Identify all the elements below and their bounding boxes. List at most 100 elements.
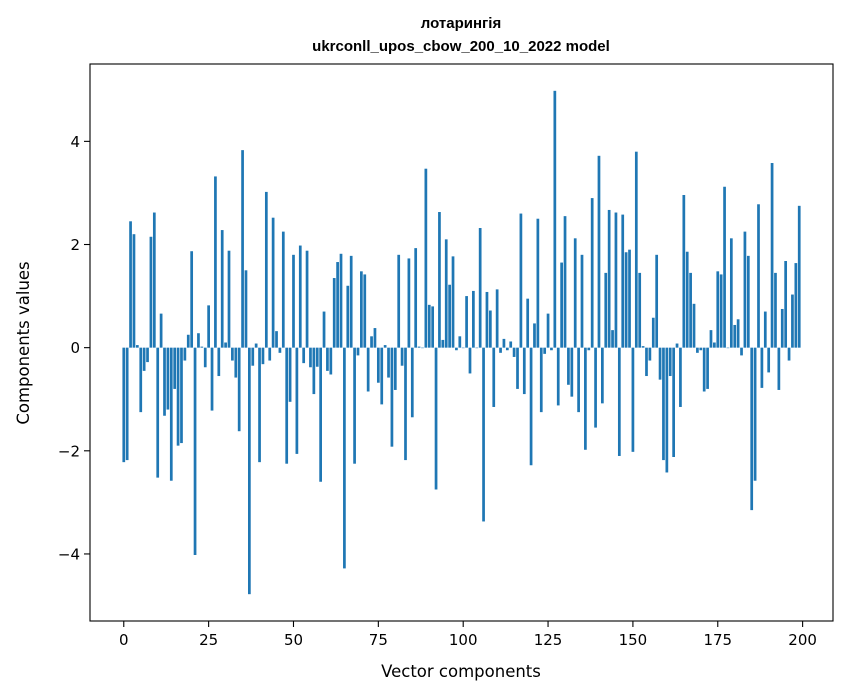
bar-73 — [370, 336, 373, 348]
bar-113 — [505, 347, 509, 351]
bar-13 — [166, 347, 170, 410]
y-axis-label: Components values — [14, 261, 33, 424]
y-tick-label: −4 — [58, 545, 80, 563]
bar-18 — [183, 347, 187, 361]
bar-94 — [441, 339, 445, 348]
bar-105 — [478, 228, 482, 348]
bar-59 — [322, 311, 326, 348]
bar-164 — [679, 347, 682, 407]
bar-168 — [692, 303, 696, 348]
bar-108 — [488, 310, 492, 348]
bar-129 — [560, 262, 563, 348]
bar-84 — [407, 258, 411, 348]
bar-48 — [285, 347, 289, 464]
bar-153 — [641, 346, 645, 348]
bar-95 — [444, 239, 448, 348]
bar-2 — [129, 221, 132, 348]
bar-85 — [410, 347, 414, 418]
bar-40 — [258, 347, 261, 463]
bar-183 — [743, 231, 747, 348]
bar-23 — [200, 346, 204, 348]
bar-77 — [383, 345, 387, 348]
chart-subtitle: ukrconll_upos_cbow_200_10_2022 model — [312, 38, 610, 55]
bar-179 — [729, 238, 733, 348]
bar-151 — [634, 151, 638, 348]
y-axis-ticks: −4 −2 0 2 4 — [58, 133, 90, 563]
bar-181 — [736, 319, 740, 348]
bar-93 — [438, 212, 441, 348]
x-axis-label: Vector components — [381, 662, 541, 681]
bar-145 — [614, 212, 618, 348]
bar-75 — [376, 347, 380, 383]
bar-50 — [292, 254, 295, 348]
bar-71 — [363, 274, 367, 348]
bar-96 — [448, 284, 451, 348]
bar-178 — [726, 347, 730, 349]
bar-188 — [760, 347, 764, 388]
bar-115 — [512, 347, 516, 357]
bar-174 — [713, 342, 716, 348]
bar-65 — [343, 347, 346, 569]
bar-100 — [461, 347, 465, 349]
bar-199 — [797, 205, 801, 348]
bar-198 — [794, 263, 798, 348]
bar-89 — [424, 168, 428, 348]
bar-29 — [220, 230, 224, 348]
plot-area-frame — [89, 63, 834, 622]
bar-5 — [139, 347, 143, 413]
bar-60 — [326, 347, 329, 371]
bar-122 — [536, 218, 540, 348]
bar-112 — [502, 338, 506, 348]
bar-184 — [746, 255, 750, 348]
bar-61 — [329, 347, 333, 375]
bar-162 — [672, 347, 675, 457]
x-tick-label: 50 — [284, 631, 303, 649]
bar-91 — [431, 306, 435, 348]
bar-32 — [231, 347, 234, 361]
bar-9 — [152, 212, 156, 348]
bar-135 — [580, 254, 584, 348]
bar-193 — [777, 347, 781, 390]
bar-130 — [563, 216, 567, 348]
bar-80 — [393, 347, 397, 390]
bar-31 — [227, 250, 231, 348]
bar-121 — [533, 323, 536, 348]
bar-173 — [709, 330, 713, 348]
bar-67 — [349, 255, 353, 348]
bar-68 — [353, 347, 356, 464]
bar-97 — [451, 256, 455, 348]
bar-15 — [173, 347, 177, 389]
bar-22 — [197, 333, 200, 348]
bar-28 — [217, 347, 221, 377]
bar-41 — [261, 347, 265, 365]
bar-187 — [757, 204, 760, 348]
bar-154 — [645, 347, 648, 377]
bar-82 — [400, 347, 404, 366]
bar-152 — [638, 272, 642, 348]
x-tick-label: 100 — [449, 631, 478, 649]
bar-190 — [767, 347, 771, 373]
bar-33 — [234, 347, 238, 378]
x-tick-label: 175 — [703, 631, 732, 649]
bar-35 — [241, 150, 244, 348]
bar-53 — [302, 347, 306, 364]
bar-92 — [434, 347, 438, 490]
bar-120 — [529, 347, 533, 466]
bar-139 — [594, 347, 597, 428]
bar-88 — [421, 347, 424, 349]
bar-39 — [254, 343, 258, 348]
bar-72 — [366, 347, 370, 392]
bar-177 — [723, 186, 726, 348]
bar-126 — [550, 347, 553, 351]
bar-7 — [146, 347, 149, 363]
bar-47 — [281, 231, 285, 348]
chart-title: лотарингія — [421, 15, 501, 32]
bar-176 — [719, 274, 723, 348]
bar-70 — [360, 271, 363, 348]
bar-149 — [628, 249, 631, 348]
bar-189 — [763, 311, 767, 348]
bar-186 — [753, 347, 757, 481]
bar-44 — [271, 217, 275, 348]
bar-117 — [519, 213, 523, 348]
